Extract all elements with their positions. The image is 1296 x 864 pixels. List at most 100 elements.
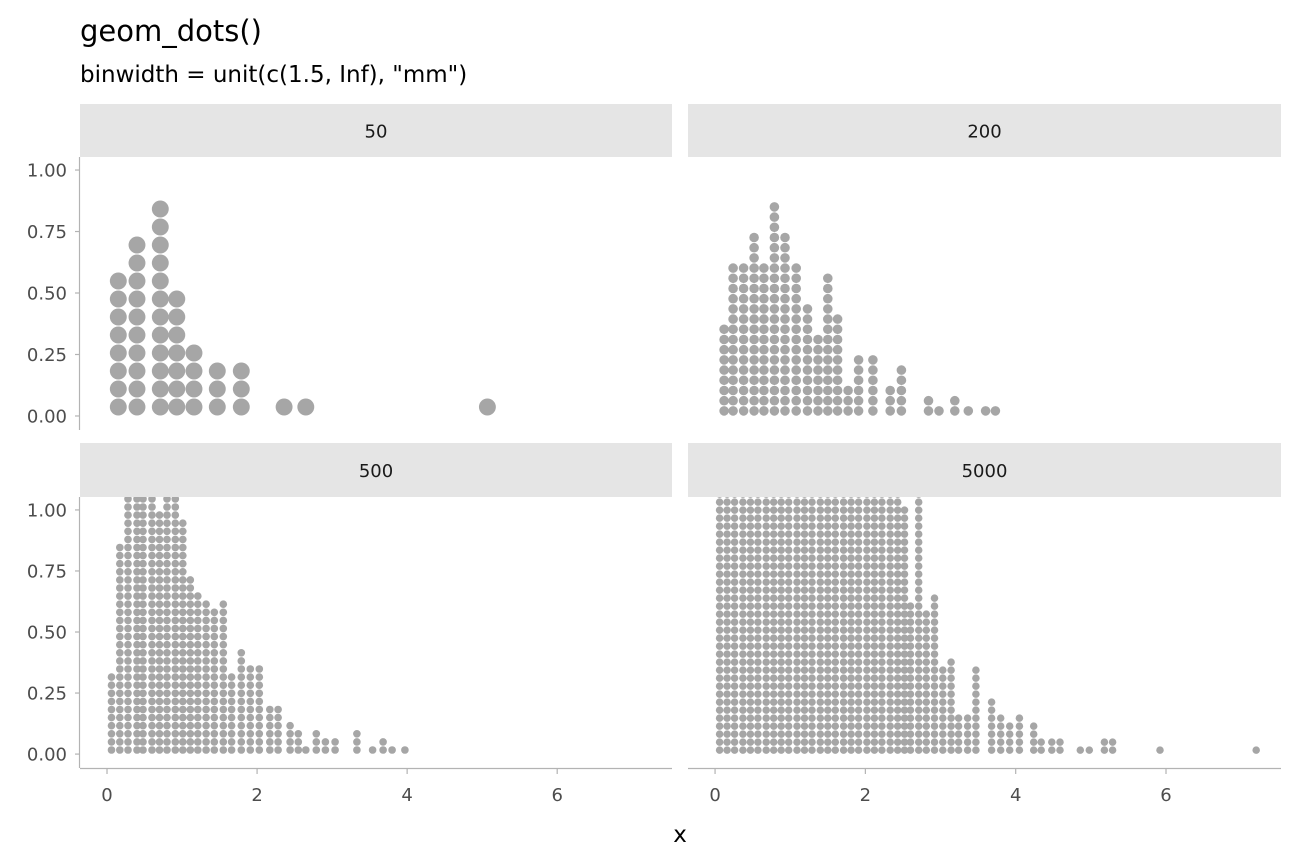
dot: [730, 506, 739, 514]
dot: [922, 610, 931, 618]
dot: [769, 650, 778, 658]
dot: [863, 706, 871, 714]
dot: [124, 721, 132, 730]
dot: [831, 738, 840, 746]
x-axis-title: x: [673, 822, 687, 848]
dot: [746, 634, 755, 642]
dot: [777, 538, 785, 546]
dot: [831, 570, 840, 578]
dot: [878, 738, 886, 746]
dot: [996, 722, 1005, 730]
dot: [847, 706, 855, 714]
dot: [930, 610, 939, 618]
dot: [900, 722, 909, 730]
dot: [793, 618, 801, 626]
dot: [777, 634, 785, 642]
dot: [219, 648, 228, 657]
dot: [802, 385, 813, 396]
dot: [202, 624, 210, 633]
dot: [870, 746, 879, 754]
dot: [723, 586, 731, 594]
dots-layer: [715, 497, 1260, 754]
dot: [769, 355, 780, 365]
dot: [115, 608, 124, 617]
dot: [777, 610, 785, 618]
dot: [847, 546, 855, 554]
dot: [128, 326, 146, 344]
dot: [950, 406, 960, 416]
dot: [784, 682, 793, 690]
dot: [886, 538, 894, 546]
dot: [155, 738, 164, 746]
dot: [193, 738, 202, 746]
dot: [847, 578, 855, 586]
dot: [780, 242, 790, 253]
dot: [294, 729, 303, 738]
dot: [947, 666, 955, 674]
panel-50: 500.000.250.500.751.00: [27, 104, 672, 430]
dot: [178, 721, 187, 730]
dot: [746, 586, 755, 594]
dot: [839, 682, 848, 690]
dot: [171, 648, 180, 657]
dot: [754, 722, 762, 730]
dot: [124, 511, 132, 519]
dot: [831, 538, 840, 546]
dot: [237, 689, 246, 698]
dot: [839, 554, 848, 562]
dot: [759, 304, 769, 314]
dot: [155, 624, 164, 633]
dot: [202, 648, 210, 657]
dot: [163, 567, 171, 576]
dot: [163, 640, 171, 649]
dot: [723, 746, 731, 754]
dot: [762, 706, 770, 714]
dot: [824, 554, 832, 562]
dot: [124, 738, 132, 746]
dot: [800, 594, 809, 602]
dot: [900, 522, 909, 530]
dot: [124, 713, 132, 722]
dot: [878, 506, 886, 514]
dot: [730, 698, 739, 706]
dot: [115, 689, 124, 698]
dot: [728, 365, 738, 375]
dot: [930, 626, 939, 634]
dot: [853, 375, 864, 386]
dot: [847, 554, 855, 562]
dot: [780, 293, 790, 304]
dot: [723, 578, 731, 586]
dot: [780, 324, 790, 335]
dot: [274, 705, 282, 714]
dot: [155, 559, 164, 568]
dot: [124, 608, 132, 617]
dot: [922, 674, 931, 682]
dot: [219, 624, 228, 633]
dot: [715, 498, 724, 506]
dot: [139, 543, 147, 552]
dot: [808, 602, 816, 610]
dot: [730, 498, 739, 506]
dot: [784, 658, 793, 666]
dot: [831, 746, 840, 754]
dot: [124, 503, 132, 511]
dot: [900, 658, 909, 666]
y-tick-label: 1.00: [27, 500, 67, 521]
dot: [237, 673, 246, 681]
dot: [854, 506, 863, 514]
dot: [186, 640, 195, 649]
dot: [831, 506, 840, 514]
dot: [831, 586, 840, 594]
dot: [715, 626, 724, 634]
dot: [823, 375, 833, 386]
dot: [379, 738, 387, 746]
dot: [730, 706, 739, 714]
dot: [793, 546, 801, 554]
dot: [186, 616, 195, 625]
dot: [255, 738, 264, 746]
dot: [715, 730, 724, 738]
dot: [878, 522, 886, 530]
dot: [746, 618, 755, 626]
dot: [139, 567, 147, 576]
dot: [816, 690, 825, 698]
